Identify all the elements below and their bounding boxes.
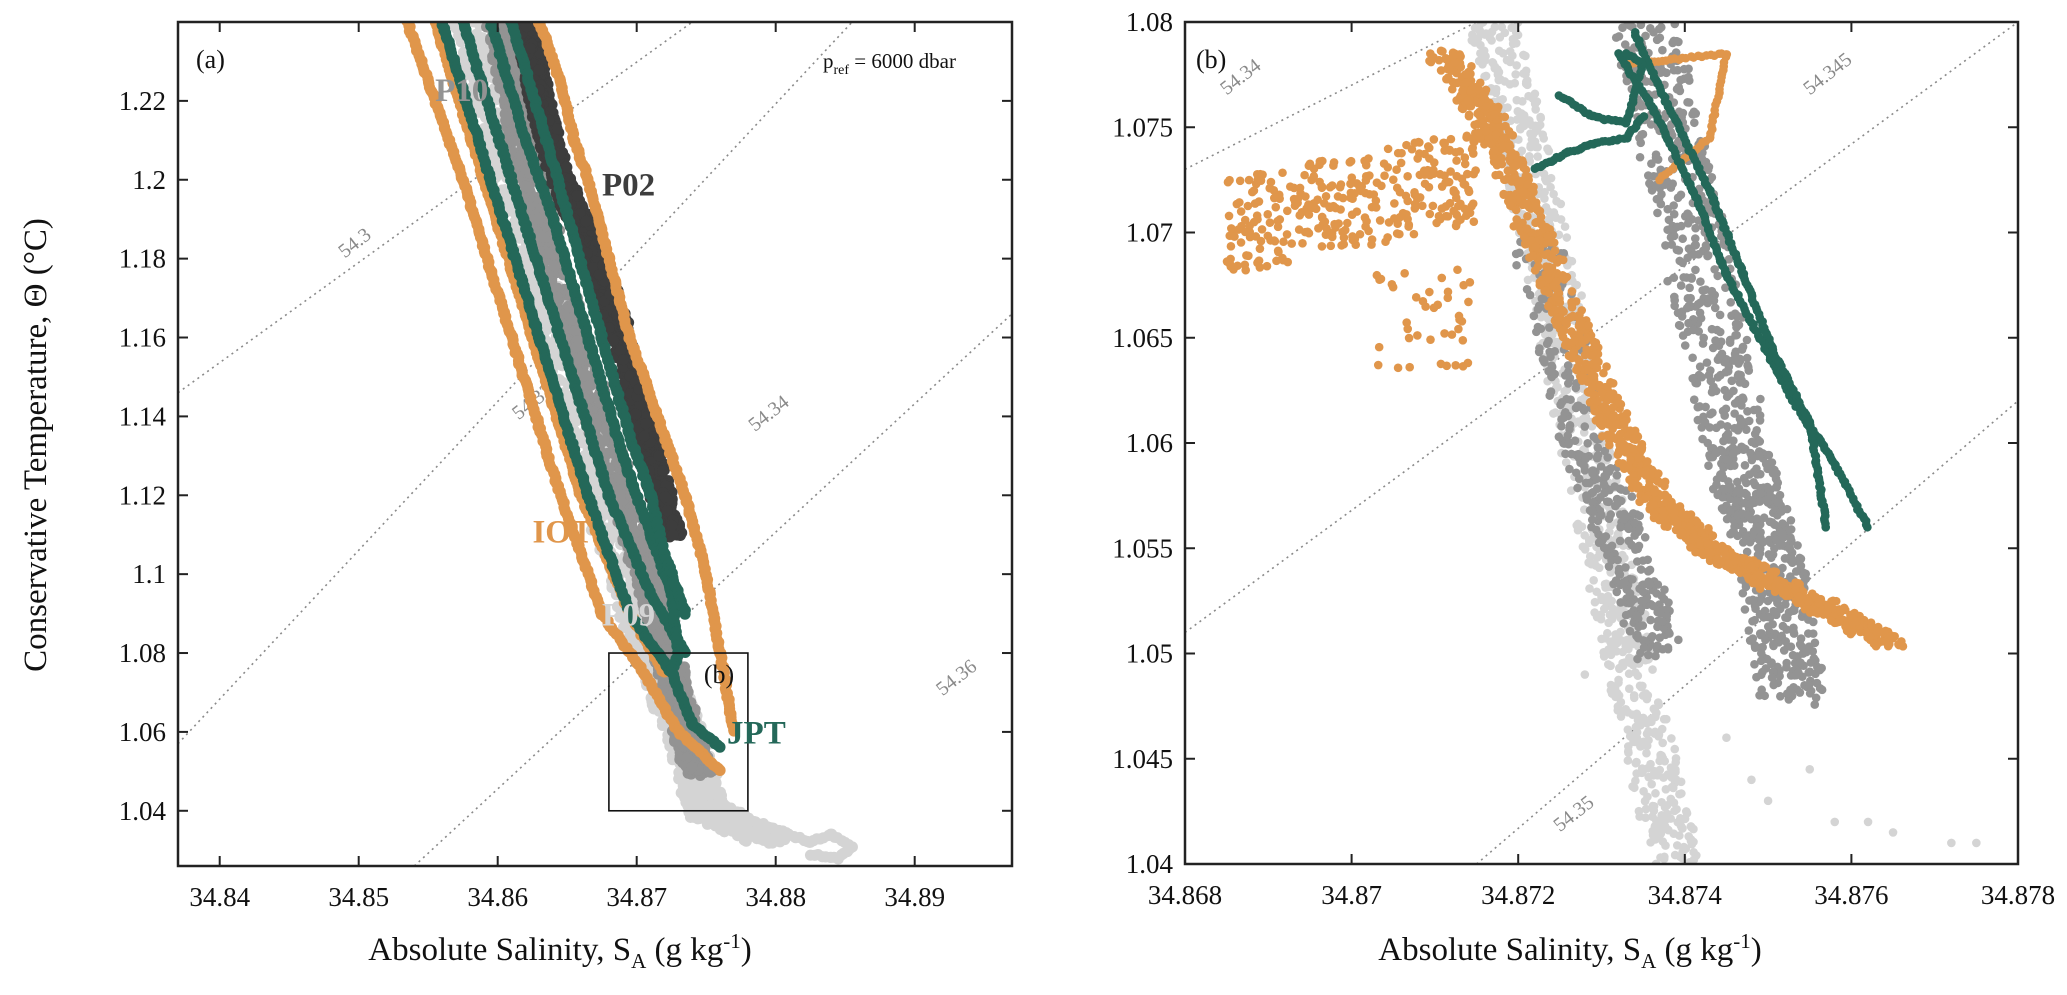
data-point xyxy=(523,181,535,194)
data-point xyxy=(638,430,650,443)
panel-a-data xyxy=(401,10,858,865)
data-point xyxy=(449,10,460,21)
data-point xyxy=(564,173,577,185)
data-point xyxy=(635,536,648,548)
data-point xyxy=(640,418,652,430)
data-point xyxy=(718,817,730,829)
data-point xyxy=(653,450,665,462)
data-point xyxy=(520,22,532,33)
data-point xyxy=(603,322,615,334)
data-point xyxy=(533,64,545,76)
data-point xyxy=(630,408,642,420)
isopycnal-line xyxy=(413,313,1012,866)
data-point xyxy=(659,491,671,503)
data-point xyxy=(677,788,689,800)
data-point xyxy=(634,399,646,412)
data-point xyxy=(574,353,586,365)
data-point xyxy=(585,379,597,391)
data-point xyxy=(566,314,578,326)
data-point xyxy=(568,325,580,338)
data-point xyxy=(686,761,698,773)
data-point xyxy=(524,42,536,55)
data-point xyxy=(614,345,626,357)
data-point xyxy=(508,135,520,147)
isopycnal-line xyxy=(178,22,853,745)
isopycnal-label: 54.3 xyxy=(334,224,375,263)
data-point xyxy=(624,509,636,521)
data-point xyxy=(633,383,645,395)
data-point xyxy=(657,465,669,477)
data-point xyxy=(685,810,697,823)
data-point xyxy=(607,334,620,347)
data-point xyxy=(560,161,573,173)
data-point xyxy=(542,247,554,259)
data-point xyxy=(613,488,625,500)
data-point xyxy=(705,812,717,824)
data-point xyxy=(536,231,549,243)
data-point xyxy=(680,752,693,764)
isopycnal-line xyxy=(178,22,693,394)
series-iot-trace-0 xyxy=(401,22,726,776)
data-point xyxy=(714,764,726,776)
data-point xyxy=(554,148,566,160)
data-point xyxy=(551,123,563,135)
data-point xyxy=(598,435,610,447)
data-point xyxy=(678,661,690,673)
data-point xyxy=(577,370,589,382)
data-point xyxy=(738,823,750,835)
data-point xyxy=(710,777,722,789)
data-point xyxy=(570,341,583,353)
data-point xyxy=(523,201,536,213)
data-point xyxy=(667,529,679,541)
isopycnal-label: 54.34 xyxy=(744,391,793,436)
data-point xyxy=(593,269,606,281)
data-point xyxy=(639,606,651,619)
data-point xyxy=(532,213,544,225)
data-point xyxy=(580,215,592,227)
data-point xyxy=(666,519,678,532)
data-point xyxy=(617,354,630,366)
isopycnal-label: 54.36 xyxy=(932,655,981,700)
data-point xyxy=(549,260,561,272)
data-point xyxy=(571,190,583,202)
data-point xyxy=(457,46,470,59)
data-point xyxy=(653,628,665,640)
data-point xyxy=(478,44,490,56)
series-p09-tail xyxy=(715,797,858,865)
series-iot-trace-2 xyxy=(532,22,740,737)
data-point xyxy=(686,786,698,799)
data-point xyxy=(661,505,673,517)
data-point xyxy=(689,800,701,812)
data-point xyxy=(804,849,817,861)
data-point xyxy=(551,282,564,294)
data-point xyxy=(538,309,550,322)
data-point xyxy=(606,531,619,543)
